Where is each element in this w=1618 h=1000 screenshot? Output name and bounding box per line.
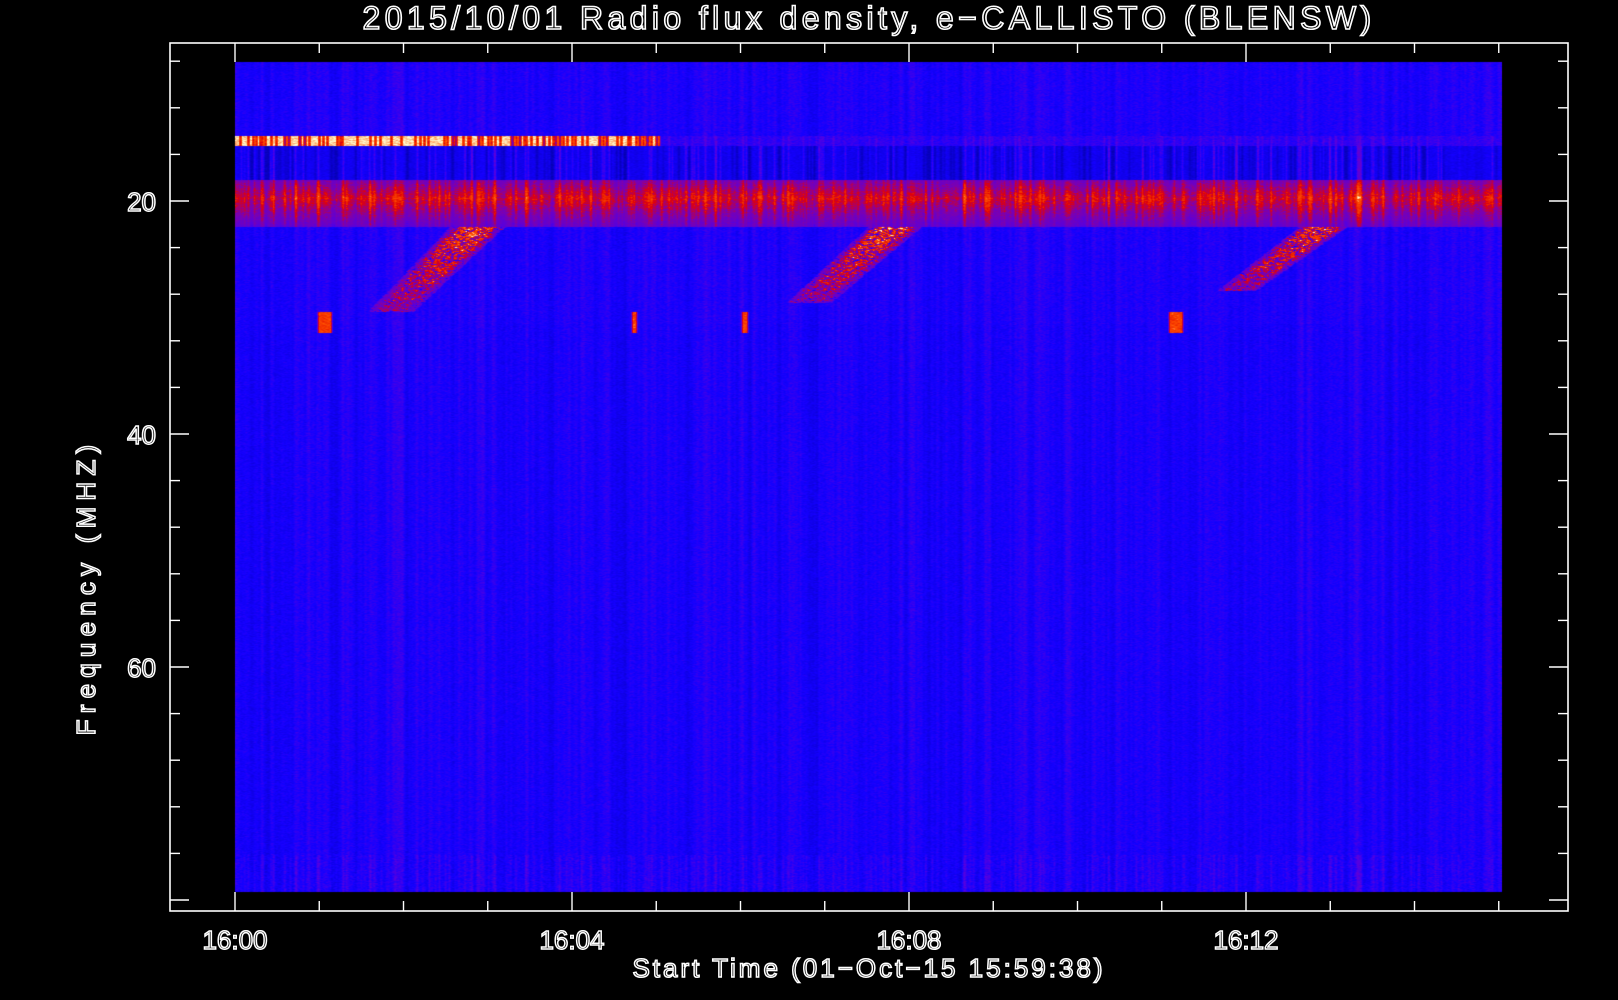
svg-text:20: 20 bbox=[127, 187, 156, 217]
svg-text:16:00: 16:00 bbox=[202, 925, 267, 955]
svg-text:60: 60 bbox=[127, 653, 156, 683]
svg-text:2015/10/01 Radio flux densit: 2015/10/01 Radio flux density, e−CALLIST… bbox=[363, 0, 1376, 36]
svg-text:16:04: 16:04 bbox=[539, 925, 604, 955]
svg-text:16:08: 16:08 bbox=[876, 925, 941, 955]
svg-text:Frequency (MHZ): Frequency (MHZ) bbox=[71, 439, 101, 736]
svg-text:16:12: 16:12 bbox=[1213, 925, 1278, 955]
svg-text:40: 40 bbox=[127, 420, 156, 450]
svg-text:Start Time (01−Oct−15 15:59:38: Start Time (01−Oct−15 15:59:38) bbox=[632, 953, 1105, 983]
